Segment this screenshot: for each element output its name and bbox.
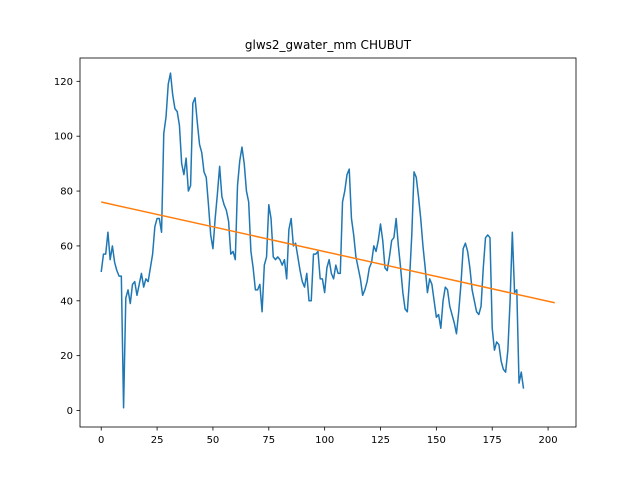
y-tick-label: 80 bbox=[60, 187, 73, 198]
x-tick-label: 150 bbox=[427, 435, 446, 446]
plot-area bbox=[100, 72, 555, 409]
y-tick-label: 100 bbox=[54, 132, 73, 143]
series-line bbox=[100, 72, 525, 409]
y-tick-label: 120 bbox=[54, 77, 73, 88]
x-tick-label: 25 bbox=[151, 435, 164, 446]
y-tick-label: 0 bbox=[67, 406, 73, 417]
trend-line bbox=[101, 201, 555, 304]
x-tick-label: 200 bbox=[539, 435, 558, 446]
x-tick-label: 50 bbox=[207, 435, 220, 446]
y-tick-label: 20 bbox=[60, 351, 73, 362]
y-tick-label: 40 bbox=[60, 296, 73, 307]
x-tick-label: 125 bbox=[371, 435, 390, 446]
x-tick-label: 0 bbox=[98, 435, 104, 446]
y-tick-label: 60 bbox=[60, 241, 73, 252]
x-tick-label: 175 bbox=[483, 435, 502, 446]
x-tick-label: 75 bbox=[262, 435, 275, 446]
axes-frame bbox=[79, 57, 577, 428]
chart-title: glws2_gwater_mm CHUBUT bbox=[245, 38, 412, 52]
x-tick-label: 100 bbox=[315, 435, 334, 446]
axes: 0 25 50 75 100 125 150 175 200 0 20 40 60 80 100 120 bbox=[54, 57, 577, 446]
